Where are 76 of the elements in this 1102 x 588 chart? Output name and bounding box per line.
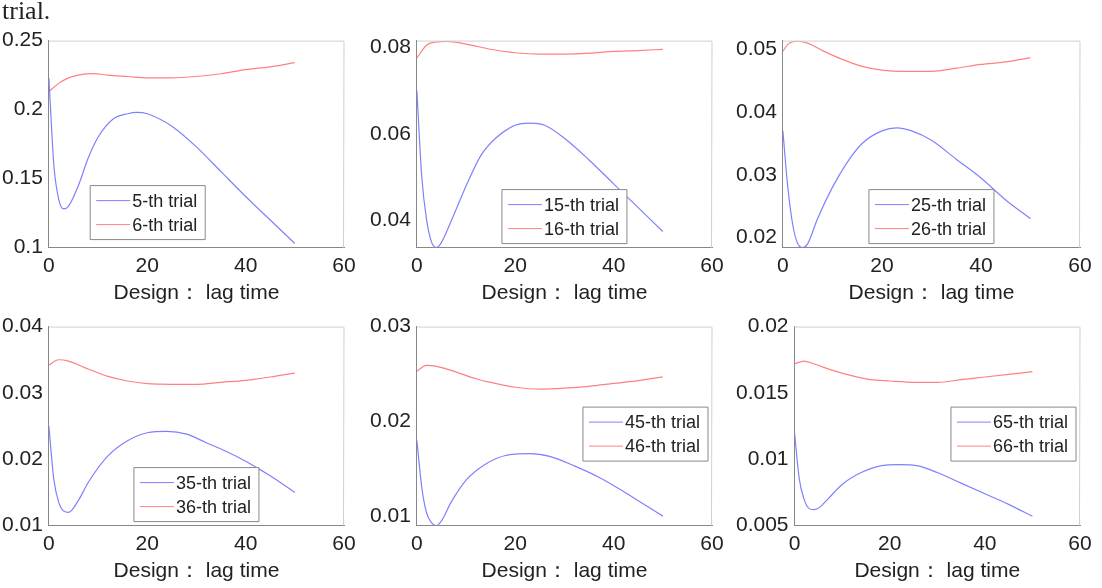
x-tick-label: 60	[1068, 253, 1092, 276]
y-tick-label: 0.05	[736, 36, 777, 60]
x-tick-label: 0	[788, 531, 801, 554]
x-tick-label: 60	[700, 253, 724, 276]
y-tick-label: 0.08	[370, 33, 411, 57]
x-tick-label: 20	[870, 253, 894, 276]
line-series	[416, 89, 664, 248]
x-axis-title: Design： lag time	[113, 558, 280, 582]
x-tick-label: 40	[233, 253, 258, 276]
x-axis-title: Design： lag time	[481, 280, 648, 304]
line-series	[48, 62, 296, 93]
y-tick-label: 0.03	[736, 161, 777, 185]
legend-label: 66-th trial	[992, 436, 1069, 457]
y-tick-label: 0.25	[2, 27, 43, 51]
line-series	[416, 364, 664, 390]
line-series	[48, 77, 296, 245]
legend-label: 36-th trial	[175, 496, 251, 517]
legend-label: 26-th trial	[910, 218, 986, 239]
line-series	[782, 127, 1032, 248]
line-series	[48, 425, 296, 513]
x-tick-label: 40	[601, 531, 626, 554]
legend-label: 46-th trial	[624, 436, 701, 457]
x-tick-label: 0	[411, 253, 423, 276]
x-tick-label: 60	[1068, 531, 1092, 554]
legend-label: 65-th trial	[992, 412, 1069, 433]
legend-label: 6-th trial	[132, 214, 198, 235]
y-tick-label: 0.04	[2, 313, 44, 337]
x-tick-label: 0	[411, 531, 423, 554]
x-axis-title: Design： lag time	[113, 280, 280, 304]
legend-label: 15-th trial	[543, 194, 619, 215]
y-tick-label: 0.02	[2, 446, 43, 470]
line-series	[416, 439, 664, 526]
x-tick-label: 0	[777, 253, 789, 276]
x-tick-label: 20	[135, 531, 159, 554]
y-tick-label: 0.01	[747, 446, 789, 470]
y-tick-label: 0.01	[2, 512, 43, 536]
x-tick-label: 40	[601, 253, 626, 276]
y-tick-label: 0.1	[13, 234, 43, 258]
y-tick-label: 0.06	[370, 120, 411, 144]
x-tick-label: 40	[973, 531, 997, 554]
x-tick-label: 60	[332, 253, 356, 276]
y-tick-label: 0.01	[370, 502, 411, 526]
y-tick-label: 0.005	[735, 512, 789, 536]
x-tick-label: 40	[969, 253, 993, 276]
y-tick-label: 0.04	[370, 207, 412, 231]
legend-label: 45-th trial	[624, 412, 701, 433]
y-tick-label: 0.2	[13, 96, 43, 120]
x-tick-label: 20	[878, 531, 902, 554]
y-tick-label: 0.04	[736, 98, 778, 122]
y-tick-label: 0.03	[370, 313, 411, 337]
y-tick-label: 0.15	[2, 165, 43, 189]
legend-label: 16-th trial	[543, 218, 619, 239]
x-axis-title: Design： lag time	[848, 280, 1015, 304]
y-tick-label: 0.02	[736, 224, 777, 248]
x-tick-label: 40	[233, 531, 258, 554]
x-axis-title: Design： lag time	[854, 558, 1021, 582]
x-tick-label: 60	[332, 531, 356, 554]
x-tick-label: 20	[135, 253, 159, 276]
line-series	[794, 360, 1034, 383]
line-series	[416, 40, 664, 59]
text: trial.	[2, 0, 51, 26]
x-tick-label: 0	[43, 531, 55, 554]
line-series	[48, 359, 296, 385]
x-axis-title: Design： lag time	[481, 558, 648, 582]
legend-label: 25-th trial	[910, 194, 986, 215]
x-tick-label: 20	[503, 531, 527, 554]
x-tick-label: 0	[43, 253, 55, 276]
x-tick-label: 60	[700, 531, 724, 554]
x-tick-label: 20	[503, 253, 527, 276]
y-tick-label: 0.015	[735, 379, 789, 403]
y-tick-label: 0.02	[370, 408, 411, 432]
line-series	[782, 40, 1032, 72]
y-tick-label: 0.03	[2, 379, 43, 403]
y-tick-label: 0.02	[747, 313, 789, 337]
legend-label: 35-th trial	[175, 472, 251, 493]
legend-label: 5-th trial	[132, 190, 198, 211]
